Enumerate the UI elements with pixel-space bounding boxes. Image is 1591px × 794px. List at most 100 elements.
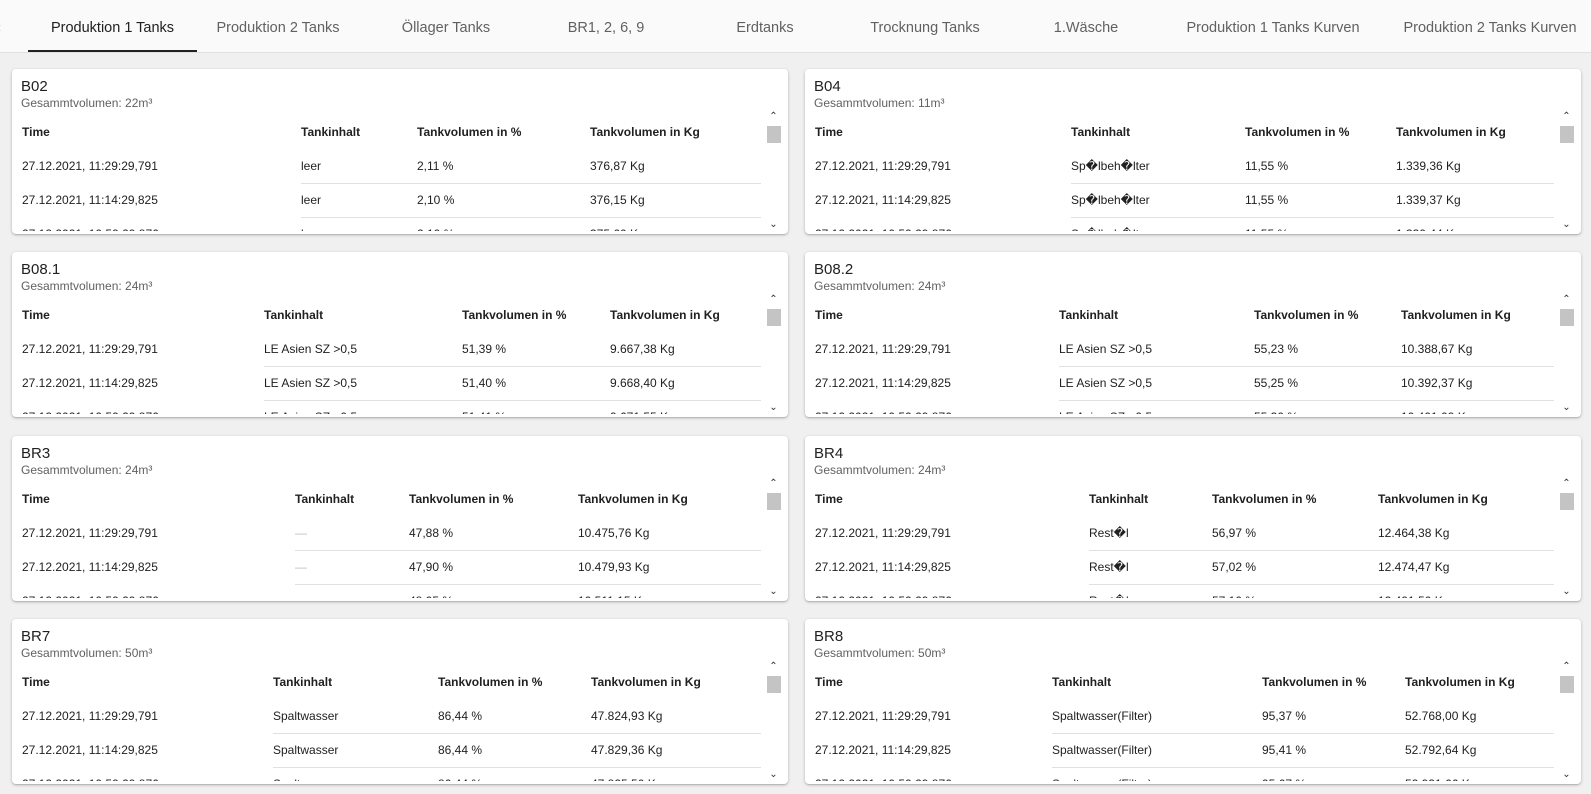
scroll-down-icon[interactable]: ⌄ [1562,219,1571,230]
column-header-volume-kg[interactable]: Tankvolumen in Kg [591,675,701,689]
tank-table[interactable]: Time Tankinhalt Tankvolumen in % Tankvolume… [21,301,773,414]
tank-table[interactable]: Time Tankinhalt Tankvolumen in % Tankvolume… [21,485,773,598]
column-header-time[interactable]: Time [815,492,843,506]
table-row-divider [1059,366,1554,367]
column-header-tankinhalt[interactable]: Tankinhalt [295,492,355,506]
scroll-thumb[interactable] [767,126,781,143]
table-cell: 27.12.2021, 11:29:29,791 [22,159,158,173]
table-cell: 86,44 % [438,777,482,781]
scroll-thumb[interactable] [767,309,781,326]
scroll-thumb[interactable] [1560,126,1574,143]
column-header-tankinhalt[interactable]: Tankinhalt [301,125,361,139]
tab-produktion-1-tanks[interactable]: Produktion 1 Tanks [50,20,175,36]
scroll-up-icon[interactable]: ⌃ [769,111,778,122]
table-scrollbar[interactable]: ⌃ ⌄ [1559,294,1574,414]
column-header-time[interactable]: Time [22,308,50,322]
tank-total-volume: Gesammtvolumen: 24m³ [814,279,946,293]
table-cell: 9.667,38 Kg [610,342,675,356]
column-header-volume-pct[interactable]: Tankvolumen in % [1245,125,1350,139]
column-header-tankinhalt[interactable]: Tankinhalt [1089,492,1149,506]
tank-title: BR4 [814,445,844,462]
table-scrollbar[interactable]: ⌃ ⌄ [766,478,781,598]
table-scrollbar[interactable]: ⌃ ⌄ [1559,111,1574,231]
scroll-thumb[interactable] [1560,309,1574,326]
scroll-down-icon[interactable]: ⌄ [769,586,778,597]
tank-table[interactable]: Time Tankinhalt Tankvolumen in % Tankvolume… [814,668,1566,781]
scroll-thumb[interactable] [767,676,781,693]
scroll-up-icon[interactable]: ⌃ [1562,478,1571,489]
table-cell: 57,10 % [1212,594,1256,598]
table-cell: 86,44 % [438,709,483,723]
scroll-down-icon[interactable]: ⌄ [1562,769,1571,780]
tab-trocknung-tanks[interactable]: Trocknung Tanks [870,20,980,36]
tank-table[interactable]: Time Tankinhalt Tankvolumen in % Tankvolume… [21,668,773,781]
column-header-time[interactable]: Time [815,125,843,139]
table-scrollbar[interactable]: ⌃ ⌄ [1559,661,1574,781]
table-cell: 27.12.2021, 10:59:29,876 [22,777,159,781]
table-row-divider [1071,183,1554,184]
scroll-up-icon[interactable]: ⌃ [1562,294,1571,305]
column-header-time[interactable]: Time [22,492,50,506]
scroll-down-icon[interactable]: ⌄ [1562,402,1571,413]
column-header-time[interactable]: Time [815,308,843,322]
scroll-up-icon[interactable]: ⌃ [1562,111,1571,122]
tab-erdtanks[interactable]: Erdtanks [736,20,794,36]
table-cell: 27.12.2021, 11:14:29,825 [815,376,951,390]
tank-table[interactable]: Time Tankinhalt Tankvolumen in % Tankvolume… [814,301,1566,414]
column-header-volume-kg[interactable]: Tankvolumen in Kg [1396,125,1506,139]
tab-oellager-tanks[interactable]: Öllager Tanks [401,20,491,36]
table-cell: 27.12.2021, 11:14:29,825 [22,376,158,390]
column-header-volume-pct[interactable]: Tankvolumen in % [1212,492,1317,506]
tank-table[interactable]: Time Tankinhalt Tankvolumen in % Tankvolume… [814,118,1566,231]
column-header-tankinhalt[interactable]: Tankinhalt [1071,125,1131,139]
table-cell: 86,44 % [438,743,483,757]
tab-produktion-1-tanks-kurven[interactable]: Produktion 1 Tanks Kurven [1186,20,1360,36]
table-scrollbar[interactable]: ⌃ ⌄ [766,661,781,781]
scroll-up-icon[interactable]: ⌃ [769,294,778,305]
column-header-volume-pct[interactable]: Tankvolumen in % [1262,675,1367,689]
scroll-up-icon[interactable]: ⌃ [769,478,778,489]
table-cell: 52.792,64 Kg [1405,743,1477,757]
column-header-tankinhalt[interactable]: Tankinhalt [1052,675,1112,689]
tab-produktion-2-tanks-kurven[interactable]: Produktion 2 Tanks Kurven [1403,20,1577,36]
scroll-down-icon[interactable]: ⌄ [769,219,778,230]
column-header-volume-kg[interactable]: Tankvolumen in Kg [1405,675,1515,689]
column-header-tankinhalt[interactable]: Tankinhalt [273,675,333,689]
scroll-down-icon[interactable]: ⌄ [769,402,778,413]
scroll-down-icon[interactable]: ⌄ [1562,586,1571,597]
tank-card-br4: BR4 Gesammtvolumen: 24m³ Time Tankinhalt Tan… [805,436,1581,601]
column-header-volume-kg[interactable]: Tankvolumen in Kg [578,492,688,506]
tab-br-1-2-6-9[interactable]: BR1, 2, 6, 9 [567,20,645,36]
table-cell: 11,55 % [1245,227,1288,231]
column-header-time[interactable]: Time [815,675,843,689]
scroll-thumb[interactable] [1560,493,1574,510]
table-scrollbar[interactable]: ⌃ ⌄ [1559,478,1574,598]
column-header-volume-kg[interactable]: Tankvolumen in Kg [1401,308,1511,322]
scroll-up-icon[interactable]: ⌃ [1562,661,1571,672]
scroll-down-icon[interactable]: ⌄ [769,769,778,780]
column-header-volume-kg[interactable]: Tankvolumen in Kg [1378,492,1488,506]
scroll-up-icon[interactable]: ⌃ [769,661,778,672]
column-header-time[interactable]: Time [22,675,50,689]
tank-table[interactable]: Time Tankinhalt Tankvolumen in % Tankvolume… [814,485,1566,598]
column-header-volume-pct[interactable]: Tankvolumen in % [462,308,567,322]
column-header-volume-kg[interactable]: Tankvolumen in Kg [590,125,700,139]
table-cell: Spaltwasser [273,709,339,723]
scroll-thumb[interactable] [1560,676,1574,693]
column-header-volume-pct[interactable]: Tankvolumen in % [409,492,514,506]
column-header-volume-pct[interactable]: Tankvolumen in % [1254,308,1359,322]
tank-title: BR7 [21,628,51,645]
table-scrollbar[interactable]: ⌃ ⌄ [766,111,781,231]
column-header-volume-kg[interactable]: Tankvolumen in Kg [610,308,720,322]
column-header-tankinhalt[interactable]: Tankinhalt [264,308,324,322]
tabs-prev-icon[interactable]: ‹ [0,0,10,52]
tank-table[interactable]: Time Tankinhalt Tankvolumen in % Tankvolume… [21,118,773,231]
column-header-volume-pct[interactable]: Tankvolumen in % [417,125,522,139]
column-header-time[interactable]: Time [22,125,50,139]
column-header-tankinhalt[interactable]: Tankinhalt [1059,308,1119,322]
column-header-volume-pct[interactable]: Tankvolumen in % [438,675,543,689]
tab-1-waesche[interactable]: 1.Wäsche [1053,20,1119,36]
table-scrollbar[interactable]: ⌃ ⌄ [766,294,781,414]
scroll-thumb[interactable] [767,493,781,510]
tab-produktion-2-tanks[interactable]: Produktion 2 Tanks [216,20,340,36]
